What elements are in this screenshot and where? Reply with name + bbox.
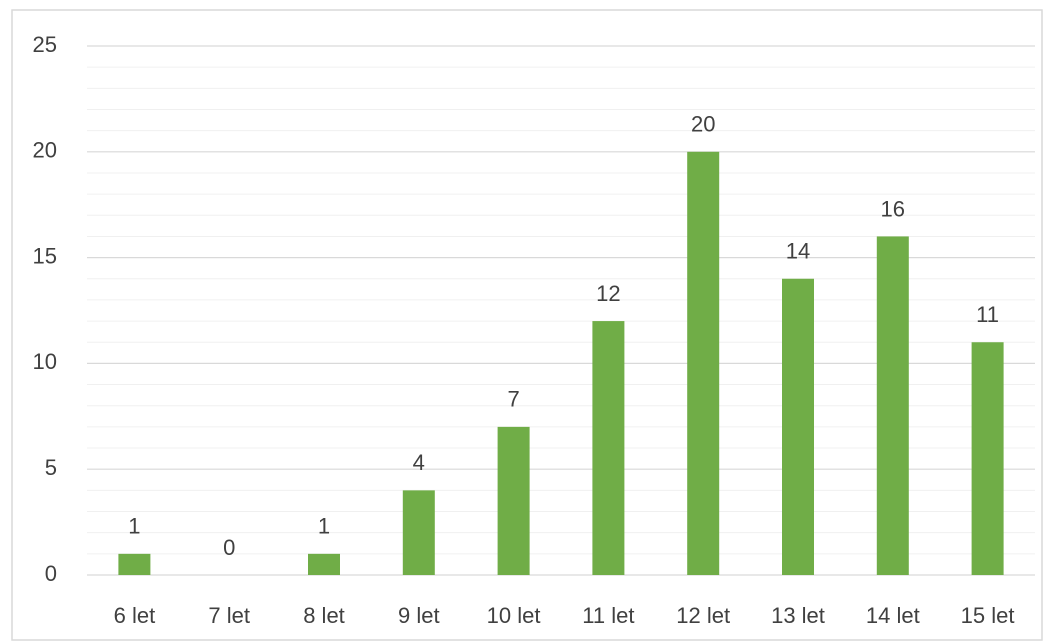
x-tick-label: 12 let [676, 603, 730, 628]
y-tick-label: 0 [45, 561, 57, 586]
y-tick-label: 20 [33, 138, 57, 163]
x-tick-label: 14 let [866, 603, 920, 628]
data-label: 1 [128, 514, 140, 539]
y-tick-label: 25 [33, 32, 57, 57]
data-label: 12 [596, 281, 620, 306]
y-tick-label: 10 [33, 349, 57, 374]
x-tick-label: 9 let [398, 603, 440, 628]
bar [876, 236, 909, 575]
y-tick-label: 15 [33, 243, 57, 268]
x-tick-label: 13 let [771, 603, 825, 628]
data-label: 20 [691, 112, 715, 137]
bar [592, 321, 625, 575]
data-label: 1 [318, 514, 330, 539]
x-tick-label: 7 let [208, 603, 250, 628]
data-label: 14 [786, 239, 810, 264]
bar [497, 426, 530, 575]
bar [782, 278, 814, 575]
bar [118, 553, 151, 575]
x-tick-label: 8 let [303, 603, 345, 628]
x-tick-label: 10 let [487, 603, 541, 628]
bar [971, 342, 1004, 575]
data-label: 7 [507, 387, 519, 412]
data-label: 16 [881, 196, 905, 221]
bar [308, 553, 340, 575]
y-tick-label: 5 [45, 455, 57, 480]
x-tick-label: 11 let [582, 603, 634, 628]
data-label: 4 [413, 450, 425, 475]
bar [402, 490, 435, 575]
data-label: 11 [976, 302, 999, 327]
x-tick-label: 6 let [114, 603, 156, 628]
data-label: 0 [223, 535, 235, 560]
x-tick-label: 15 let [961, 603, 1015, 628]
bar [687, 151, 720, 576]
